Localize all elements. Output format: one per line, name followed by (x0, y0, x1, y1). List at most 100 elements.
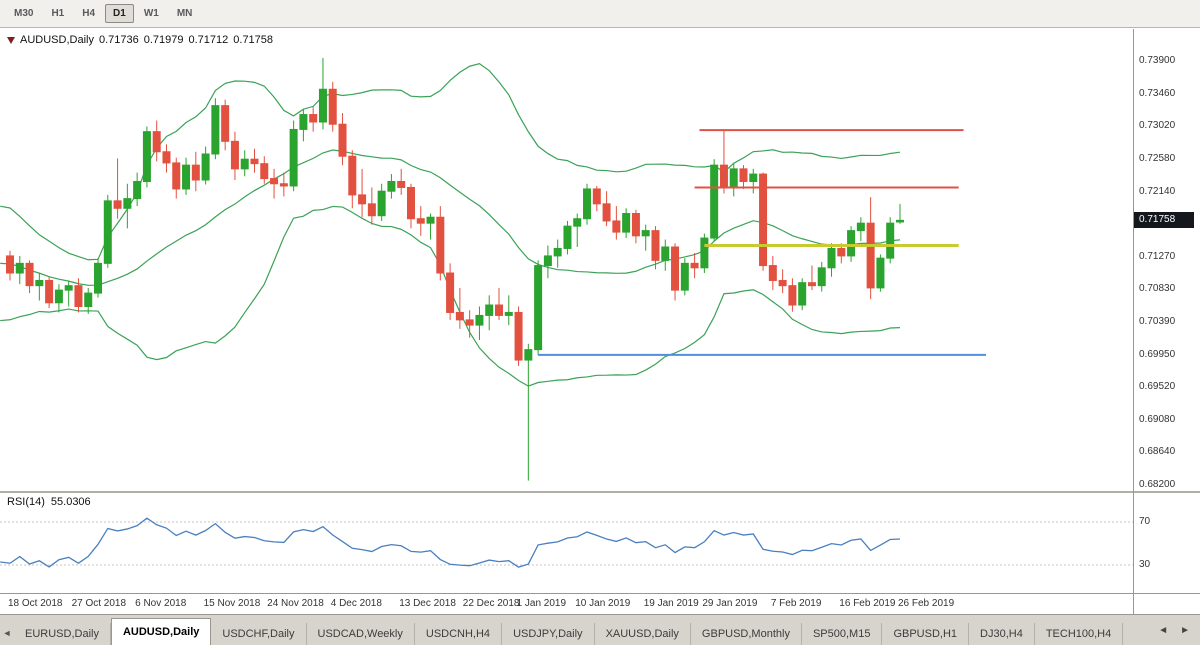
bull-candle (299, 114, 308, 130)
chart-title: AUDUSD,Daily 0.71736 0.71979 0.71712 0.7… (7, 34, 273, 46)
time-axis: 18 Oct 2018 27 Oct 2018 6 Nov 2018 15 Nov 2… (0, 593, 1200, 614)
bull-candle (895, 219, 904, 223)
bull-candle (289, 128, 298, 187)
bear-candle (309, 114, 318, 123)
rsi-indicator-pane: RSI(14) 55.0306 70 30 (0, 491, 1200, 593)
timeframe-button-m30[interactable]: M30 (14, 8, 34, 19)
bear-candle (45, 279, 54, 304)
bull-candle (641, 230, 650, 237)
date-tick-label: 1 Jan 2019 (516, 598, 567, 609)
date-tick-label: 29 Jan 2019 (702, 598, 758, 609)
chart-tab-usdchf-daily[interactable]: USDCHF,Daily (211, 623, 307, 645)
chart-tab-xauusd-daily[interactable]: XAUUSD,Daily (594, 623, 691, 645)
chart-symbol-label: AUDUSD,Daily (20, 34, 94, 46)
bull-candle (201, 153, 210, 181)
bear-candle (152, 131, 161, 153)
current-price-badge: 0.71758 (1134, 212, 1194, 229)
bear-candle (612, 220, 621, 233)
bull-candle (543, 255, 552, 267)
chart-tab-tech100-h4[interactable]: TECH100,H4 (1034, 623, 1124, 645)
chart-tab-sp500-m15[interactable]: SP500,M15 (801, 623, 883, 645)
tab-nav-left-icon[interactable]: ◄ (1158, 624, 1169, 636)
chart-tab-dj30-h4[interactable]: DJ30,H4 (969, 623, 1035, 645)
bear-candle (807, 282, 816, 287)
chart-tab-audusd-daily[interactable]: AUDUSD,Daily (110, 618, 212, 645)
bull-candle (54, 289, 63, 304)
bear-candle (592, 188, 601, 205)
bear-candle (651, 230, 660, 261)
bull-candle (534, 265, 543, 351)
price-chart-canvas[interactable] (0, 29, 1133, 491)
bull-candle (563, 225, 572, 249)
price-tick-label: 0.73020 (1139, 120, 1176, 132)
date-tick-label: 10 Jan 2019 (575, 598, 631, 609)
date-tick-label: 24 Nov 2018 (267, 598, 324, 609)
bull-candle (240, 158, 249, 170)
bull-candle (211, 105, 220, 155)
bear-candle (348, 155, 357, 196)
chart-tab-usdcnh-h4[interactable]: USDCNH,H4 (414, 623, 503, 645)
bb-middle-band (0, 149, 901, 286)
bear-candle (162, 151, 171, 164)
bull-candle (475, 314, 484, 326)
chart-symbol-icon (7, 36, 15, 44)
price-tick-label: 0.68640 (1139, 446, 1176, 458)
timeframe-button-h4[interactable]: H4 (82, 8, 96, 19)
rsi-line (0, 517, 901, 568)
chart-tab-eurusd-daily[interactable]: EURUSD,Daily (14, 623, 111, 645)
price-tick-label: 0.69520 (1139, 380, 1176, 392)
timeframe-button-h1[interactable]: H1 (51, 8, 65, 19)
chart-tab-gbpusd-h1[interactable]: GBPUSD,H1 (882, 623, 970, 645)
bear-candle (514, 311, 523, 361)
bear-candle (495, 304, 503, 316)
rsi-title: RSI(14) 55.0306 (7, 496, 91, 508)
date-tick-label: 7 Feb 2019 (770, 598, 822, 609)
ohlc-open: 0.71736 (98, 34, 139, 46)
date-tick-label: 22 Dec 2018 (462, 598, 520, 609)
bear-candle (250, 158, 259, 165)
bull-candle (876, 257, 885, 289)
bear-candle (778, 279, 787, 287)
bear-candle (172, 162, 181, 190)
bear-candle (191, 164, 200, 181)
bear-candle (436, 216, 445, 274)
bull-candle (318, 88, 327, 123)
bear-candle (74, 285, 83, 307)
rsi-canvas[interactable] (0, 493, 1133, 593)
bull-candle (700, 237, 709, 269)
bull-candle (123, 198, 132, 209)
bear-candle (338, 123, 347, 157)
date-tick-label: 13 Dec 2018 (399, 598, 456, 609)
timeframe-toolbar: M30 H1 H4 D1 W1 MN (0, 0, 1200, 28)
bull-candle (817, 267, 826, 287)
date-tick-label: 4 Dec 2018 (330, 598, 382, 609)
timeframe-button-d1[interactable]: D1 (105, 4, 134, 23)
bull-candle (573, 218, 582, 227)
timeframe-button-mn[interactable]: MN (176, 8, 193, 19)
price-tick-label: 0.69080 (1139, 413, 1176, 425)
bull-candle (504, 311, 513, 316)
bear-candle (768, 265, 777, 281)
bear-candle (397, 181, 406, 188)
tab-scroll-left-button[interactable]: ◄ (2, 628, 12, 638)
price-chart-pane: AUDUSD,Daily 0.71736 0.71979 0.71712 0.7… (0, 29, 1200, 491)
bear-candle (446, 272, 455, 313)
bull-candle (84, 292, 93, 307)
timeframe-button-w1[interactable]: W1 (143, 8, 159, 19)
chart-tab-usdcad-weekly[interactable]: USDCAD,Weekly (306, 623, 415, 645)
chart-tab-gbpusd-monthly[interactable]: GBPUSD,Monthly (690, 623, 802, 645)
bear-candle (455, 311, 464, 321)
price-tick-label: 0.68200 (1139, 479, 1176, 491)
price-tick-label: 0.70830 (1139, 283, 1176, 295)
bull-candle (886, 222, 895, 259)
rsi-level-label: 70 (1139, 516, 1151, 527)
bull-candle (680, 262, 689, 291)
bear-candle (759, 173, 768, 267)
chart-area: AUDUSD,Daily 0.71736 0.71979 0.71712 0.7… (0, 29, 1200, 614)
bear-candle (328, 88, 337, 125)
tab-nav-right-icon[interactable]: ► (1180, 624, 1190, 636)
date-tick-label: 15 Nov 2018 (203, 598, 261, 609)
chart-tab-usdjpy-daily[interactable]: USDJPY,Daily (502, 623, 595, 645)
chart-tab-bar: ◄ EURUSD,Daily AUDUSD,Daily USDCHF,Daily US… (0, 614, 1200, 645)
bull-candle (182, 164, 191, 190)
